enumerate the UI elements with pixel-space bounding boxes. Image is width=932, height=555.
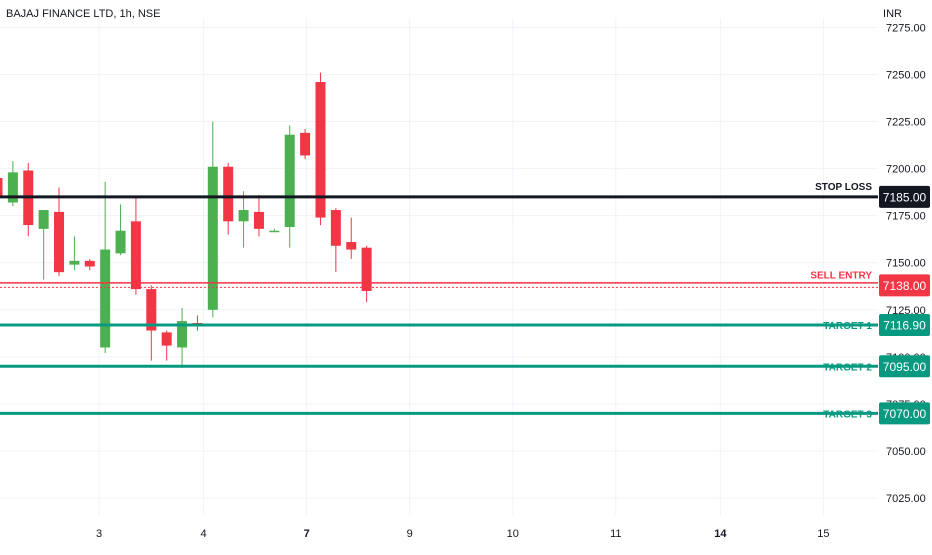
candle-down — [315, 72, 326, 226]
candle-body — [315, 82, 326, 218]
candle-up — [177, 307, 188, 369]
candle-body — [253, 211, 264, 229]
x-tick-label: 3 — [96, 528, 102, 540]
candle-body — [38, 210, 49, 229]
candle-up — [115, 204, 126, 256]
candle-body — [177, 321, 188, 348]
candle-down — [54, 187, 65, 276]
candle-up — [69, 236, 80, 271]
candle-body — [7, 172, 18, 203]
level-label: SELL ENTRY — [810, 270, 872, 281]
y-tick-label: 7025.00 — [886, 493, 926, 505]
candle-body — [161, 332, 172, 346]
price-tag-label: 7138.00 — [883, 279, 927, 293]
x-tick-label: 9 — [407, 528, 413, 540]
candle-body — [84, 260, 95, 267]
y-tick-label: 7225.00 — [886, 117, 926, 129]
candle-down — [161, 330, 172, 361]
candle-body — [284, 134, 295, 227]
y-tick-label: 7150.00 — [886, 258, 926, 270]
candle-up — [269, 228, 280, 233]
candle-body — [300, 132, 311, 156]
candle-body — [100, 249, 111, 348]
y-tick-label: 7200.00 — [886, 164, 926, 176]
level-stop-loss: STOP LOSS 7185.00 — [0, 182, 930, 208]
price-tag-label: 7070.00 — [883, 407, 927, 421]
x-tick-label: 14 — [714, 528, 727, 540]
price-tag — [879, 314, 930, 337]
candle-down — [84, 258, 95, 271]
price-tag — [879, 274, 930, 297]
candle-up — [238, 191, 249, 248]
candle-down — [253, 194, 264, 237]
x-tick-label: 7 — [304, 528, 310, 540]
level-sell-entry: SELL ENTRY 7138.00 — [0, 270, 930, 297]
candle-up — [7, 161, 18, 207]
y-tick-label: 7250.00 — [886, 69, 926, 81]
candle-body — [146, 289, 157, 331]
candle-body — [54, 211, 65, 273]
x-tick-label: 4 — [201, 528, 207, 540]
level-label: STOP LOSS — [815, 182, 872, 193]
candle-down — [130, 196, 141, 295]
x-tick-label: 15 — [817, 528, 829, 540]
candle-body — [130, 221, 141, 290]
candle-down — [23, 162, 34, 237]
level-label: TARGET 1 — [823, 321, 872, 332]
candle-body — [207, 166, 218, 310]
time-axis[interactable]: 3 4 7 9 10 11 14 15 — [96, 528, 830, 540]
candle-body — [361, 247, 372, 291]
y-tick-label: 7275.00 — [886, 22, 926, 34]
candle-down — [0, 178, 3, 197]
level-target-1: TARGET 1 7116.90 — [0, 314, 930, 337]
price-axis[interactable]: 7275.00 7250.00 7225.00 7200.00 7175.00 7150.… — [886, 22, 926, 505]
candle-down — [330, 208, 341, 273]
candle-body — [238, 210, 249, 222]
trade-levels: STOP LOSS 7185.00 SELL ENTRY 7138.00 TARGET … — [0, 182, 930, 425]
candle-down — [192, 315, 203, 331]
level-target-3: TARGET 3 7070.00 — [0, 402, 930, 425]
price-tag-label: 7185.00 — [883, 190, 927, 204]
candle-up — [38, 210, 49, 280]
candle-down — [300, 129, 311, 160]
price-tag — [879, 185, 930, 208]
x-tick-label: 10 — [507, 528, 519, 540]
price-tag — [879, 355, 930, 378]
price-tag — [879, 402, 930, 425]
candle-body — [269, 230, 280, 233]
level-target-2: TARGET 2 7095.00 — [0, 355, 930, 378]
level-label: TARGET 3 — [823, 409, 872, 420]
candle-body — [330, 210, 341, 246]
currency-label: INR — [883, 8, 902, 20]
candle-body — [346, 242, 357, 250]
candle-body — [115, 230, 126, 254]
candle-up — [284, 125, 295, 248]
price-tag-label: 7095.00 — [883, 360, 927, 374]
candle-down — [146, 285, 157, 361]
candle-up — [207, 121, 218, 318]
candle-body — [69, 260, 80, 265]
price-tag-label: 7116.90 — [883, 319, 926, 333]
level-label: TARGET 2 — [823, 362, 872, 373]
candle-down — [361, 245, 372, 303]
y-tick-label: 7050.00 — [886, 446, 926, 458]
symbol-title: BAJAJ FINANCE LTD, 1h, NSE — [6, 8, 161, 20]
y-tick-label: 7175.00 — [886, 211, 926, 223]
y-tick-label: 7125.00 — [886, 305, 926, 317]
x-tick-label: 11 — [610, 528, 621, 540]
grid — [0, 18, 878, 515]
candle-body — [223, 166, 234, 222]
candle-down — [346, 217, 357, 259]
candle-body — [0, 178, 3, 197]
candle-down — [223, 162, 234, 235]
candle-up — [100, 181, 111, 354]
